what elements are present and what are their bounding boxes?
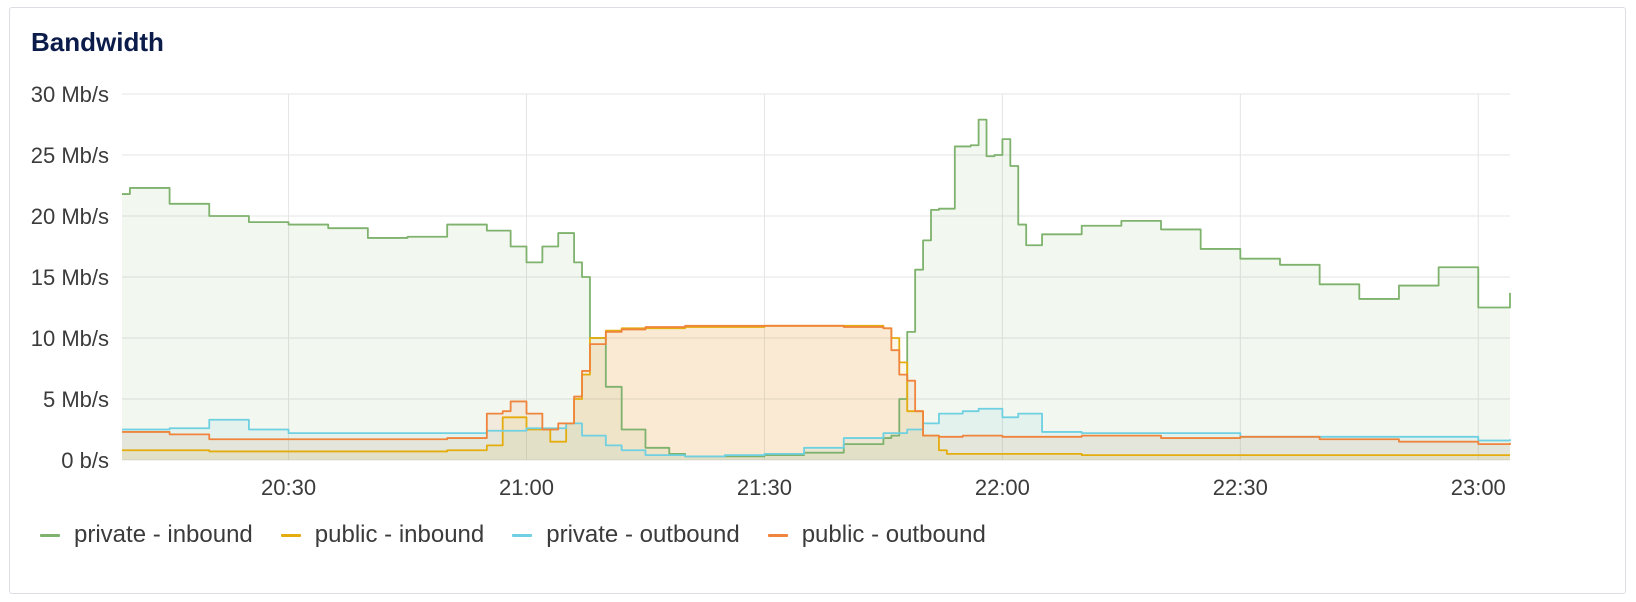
legend-swatch <box>280 533 301 537</box>
series-area-private-outbound <box>122 408 1510 460</box>
series-area-public-inbound <box>122 325 1510 460</box>
series-area-public-outbound <box>122 325 1510 460</box>
x-tick-label: 22:30 <box>1213 475 1268 500</box>
legend-swatch <box>512 533 533 537</box>
y-tick-label: 15 Mb/s <box>31 265 109 290</box>
x-tick-label: 20:30 <box>261 475 316 500</box>
series-line-private-outbound[interactable] <box>122 407 1511 458</box>
legend-label: public - inbound <box>314 521 485 548</box>
series-line-public-outbound[interactable] <box>122 324 1511 446</box>
y-tick-label: 25 Mb/s <box>31 143 109 168</box>
x-tick-label: 21:30 <box>737 475 792 500</box>
y-tick-label: 20 Mb/s <box>31 204 109 229</box>
x-tick-label: 22:00 <box>975 475 1030 500</box>
y-tick-label: 5 Mb/s <box>43 387 109 412</box>
legend-label: private - inbound <box>74 521 253 548</box>
series-areas <box>122 119 1510 461</box>
series-line-private-inbound[interactable] <box>122 118 1511 458</box>
legend-item-public-inbound[interactable]: public - inbound <box>280 521 485 549</box>
chart-legend: private - inbound public - inbound private… <box>40 521 1014 549</box>
y-tick-label: 10 Mb/s <box>31 326 109 351</box>
legend-swatch <box>40 533 60 537</box>
legend-label: public - outbound <box>801 521 986 548</box>
y-axis: 0 b/s 5 Mb/s 10 Mb/s 15 Mb/s 20 Mb/s 25 Mb/s 3… <box>31 82 109 473</box>
y-tick-label: 30 Mb/s <box>31 82 109 107</box>
legend-swatch <box>767 533 788 537</box>
x-tick-label: 23:00 <box>1451 475 1506 500</box>
y-tick-label: 0 b/s <box>61 448 109 473</box>
legend-label: private - outbound <box>546 521 740 548</box>
x-axis: 20:30 21:00 21:30 22:00 22:30 23:00 <box>261 475 1506 500</box>
bandwidth-panel: Bandwidth <box>9 7 1626 594</box>
series-area-private-inbound <box>122 119 1510 461</box>
series-lines <box>122 118 1511 458</box>
x-tick-label: 21:00 <box>499 475 554 500</box>
legend-item-private-outbound[interactable]: private - outbound <box>512 521 740 549</box>
legend-item-private-inbound[interactable]: private - inbound <box>40 521 253 549</box>
panel-title: Bandwidth <box>31 27 164 57</box>
legend-item-public-outbound[interactable]: public - outbound <box>767 521 986 549</box>
